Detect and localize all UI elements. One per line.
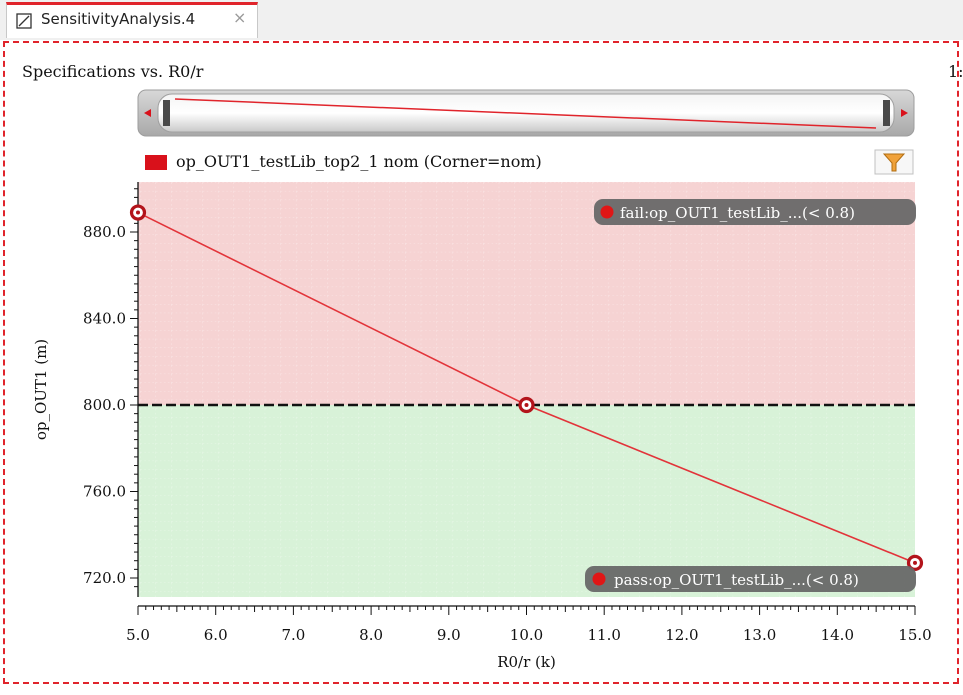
data-point-core bbox=[913, 560, 917, 565]
right-range-handle[interactable] bbox=[883, 100, 890, 126]
filter-icon[interactable] bbox=[874, 149, 914, 175]
tab-sensitivity-analysis[interactable]: SensitivityAnalysis.4 × bbox=[6, 2, 258, 38]
x-tick-label: 10.0 bbox=[510, 626, 543, 644]
y-tick-label: 880.0 bbox=[83, 223, 126, 241]
x-tick-label: 13.0 bbox=[743, 626, 776, 644]
x-tick-label: 7.0 bbox=[281, 626, 305, 644]
series-group bbox=[129, 204, 924, 571]
x-tick-label: 8.0 bbox=[359, 626, 383, 644]
axes: 720.0 760.0 800.0 840.0 880.0 5.0 6.0 7.0 8.0 9.0… bbox=[32, 182, 932, 671]
scroll-left-arrow[interactable] bbox=[144, 109, 151, 117]
tab-title: SensitivityAnalysis.4 bbox=[41, 10, 196, 28]
data-point-marker[interactable] bbox=[518, 396, 535, 414]
scroll-right-arrow[interactable] bbox=[901, 109, 908, 117]
chart-icon bbox=[16, 13, 32, 29]
tab-bar: SensitivityAnalysis.4 × bbox=[0, 0, 963, 40]
x-axis-label: R0/r (k) bbox=[497, 653, 556, 671]
x-tick-label: 6.0 bbox=[204, 626, 228, 644]
legend-swatch bbox=[145, 155, 167, 170]
left-range-handle[interactable] bbox=[163, 100, 170, 126]
y-axis-label: op_OUT1 (m) bbox=[32, 339, 50, 440]
y-tick-label: 760.0 bbox=[83, 483, 126, 501]
data-point-core bbox=[136, 210, 140, 215]
range-scrollbar[interactable] bbox=[137, 89, 915, 137]
fail-spec-badge[interactable]: fail:op_OUT1_testLib_...(< 0.8) bbox=[594, 199, 916, 225]
overview-series-line bbox=[174, 98, 877, 129]
data-point-marker[interactable] bbox=[906, 554, 924, 571]
pass-spec-badge[interactable]: pass:op_OUT1_testLib_...(< 0.8) bbox=[585, 566, 916, 592]
legend-label[interactable]: op_OUT1_testLib_top2_1 nom (Corner=nom) bbox=[176, 152, 542, 171]
y-tick-label: 840.0 bbox=[83, 310, 126, 328]
x-tick-label: 9.0 bbox=[437, 626, 461, 644]
x-tick-label: 11.0 bbox=[587, 626, 620, 644]
pass-spec-label: pass:op_OUT1_testLib_...(< 0.8) bbox=[614, 571, 859, 589]
fail-spec-label: fail:op_OUT1_testLib_...(< 0.8) bbox=[620, 204, 855, 222]
y-tick-label: 720.0 bbox=[83, 569, 126, 587]
page-indicator: 1: bbox=[948, 62, 963, 81]
close-icon[interactable]: × bbox=[233, 8, 247, 27]
y-tick-label: 800.0 bbox=[83, 396, 126, 414]
x-tick-label: 5.0 bbox=[126, 626, 150, 644]
x-tick-label: 14.0 bbox=[821, 626, 854, 644]
chart-title: Specifications vs. R0/r bbox=[22, 62, 204, 81]
data-point-marker[interactable] bbox=[129, 204, 147, 221]
x-tick-label: 15.0 bbox=[898, 626, 931, 644]
data-point-core bbox=[524, 403, 529, 407]
x-tick-label: 12.0 bbox=[665, 626, 698, 644]
plot-grid bbox=[138, 182, 915, 597]
